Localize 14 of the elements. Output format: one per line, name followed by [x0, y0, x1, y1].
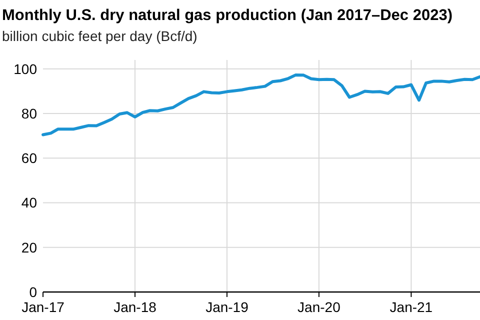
- chart-subtitle: billion cubic feet per day (Bcf/d): [2, 28, 198, 44]
- x-tick-label: Jan-20: [298, 299, 341, 315]
- chart-title: Monthly U.S. dry natural gas production (Jan 2017–Dec 2023): [2, 7, 452, 24]
- x-tick-label: Jan-17: [22, 299, 65, 315]
- y-tick-label: 40: [21, 194, 38, 211]
- y-tick-label: 0: [29, 284, 38, 300]
- y-tick-label: 20: [21, 239, 38, 256]
- y-tick-label: 60: [21, 150, 38, 166]
- y-tick-label: 80: [21, 105, 38, 122]
- line-series: [42, 73, 480, 136]
- x-tick-label: Jan-21: [390, 299, 433, 315]
- y-tick-label: 100: [14, 60, 38, 77]
- x-tick-label: Jan-18: [114, 299, 157, 315]
- x-tick-label: Jan-19: [206, 299, 249, 315]
